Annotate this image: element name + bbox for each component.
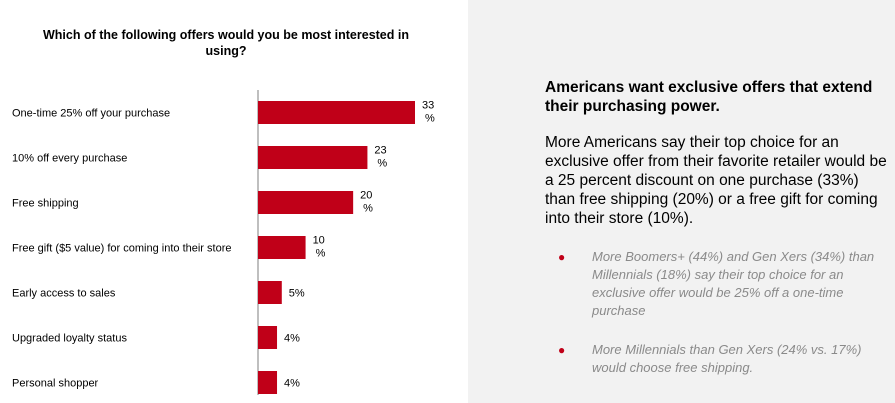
bullet-dot-icon: ● bbox=[558, 343, 566, 357]
bar bbox=[258, 236, 306, 259]
data-label: 23 bbox=[374, 145, 386, 157]
panel-heading: Americans want exclusive offers that ext… bbox=[545, 79, 873, 115]
chart-panel: Which of the following offers would you … bbox=[12, 28, 435, 395]
data-label: % bbox=[363, 203, 373, 215]
bar bbox=[258, 326, 278, 349]
bullet-list: ● More Boomers+ (44%) and Gen Xers (34%)… bbox=[558, 248, 888, 398]
data-label: % bbox=[316, 248, 326, 260]
bullet-item: ● More Boomers+ (44%) and Gen Xers (34%)… bbox=[558, 248, 888, 320]
category-label: Early access to sales bbox=[12, 288, 116, 300]
bullet-dot-icon: ● bbox=[558, 250, 566, 264]
text-panel: Americans want exclusive offers that ext… bbox=[468, 0, 895, 403]
data-label: % bbox=[377, 158, 387, 170]
bullet-item: ● More Millennials than Gen Xers (24% vs… bbox=[558, 341, 888, 377]
bar bbox=[258, 146, 368, 169]
data-label: 5% bbox=[289, 288, 305, 300]
bullet-text: More Millennials than Gen Xers (24% vs. … bbox=[592, 342, 862, 375]
data-label: 4% bbox=[284, 378, 300, 390]
category-label: Upgraded loyalty status bbox=[12, 333, 127, 345]
category-label: Free gift ($5 value) for coming into the… bbox=[12, 243, 231, 255]
data-label: % bbox=[425, 113, 435, 125]
bar bbox=[258, 281, 282, 304]
panel-body: More Americans say their top choice for … bbox=[545, 134, 887, 227]
chart-title: Which of the following offers would you … bbox=[43, 28, 409, 58]
bar bbox=[258, 101, 415, 124]
bullet-text: More Boomers+ (44%) and Gen Xers (34%) t… bbox=[592, 249, 875, 318]
category-label: Free shipping bbox=[12, 198, 79, 210]
category-label: 10% off every purchase bbox=[12, 153, 127, 165]
bar bbox=[258, 191, 354, 214]
category-label: One-time 25% off your purchase bbox=[12, 108, 170, 120]
data-label: 20 bbox=[360, 190, 372, 202]
bar bbox=[258, 371, 278, 394]
data-label: 10 bbox=[313, 235, 325, 247]
category-label: Personal shopper bbox=[12, 378, 99, 390]
bar-chart: One-time 25% off your purchase 33% 10% off… bbox=[12, 90, 435, 395]
data-label: 33 bbox=[422, 100, 434, 112]
data-label: 4% bbox=[284, 333, 300, 345]
